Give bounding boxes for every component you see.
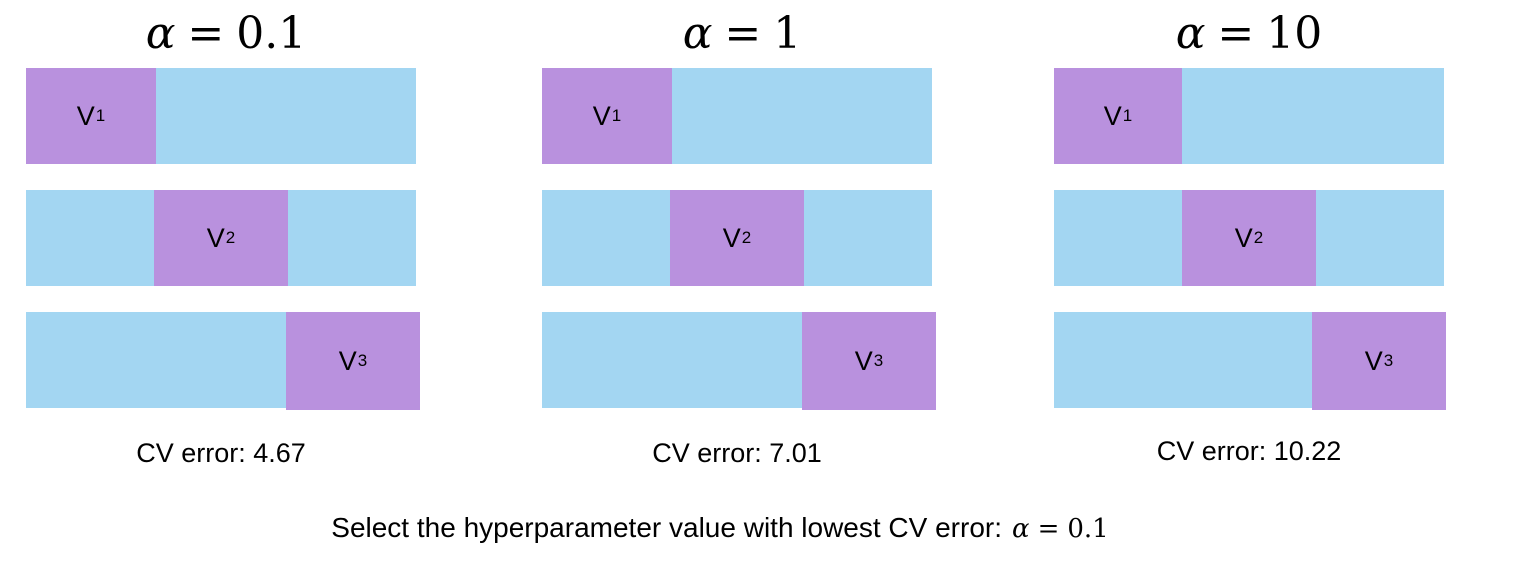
fold-label: V	[1234, 222, 1253, 253]
alpha-value: 1	[773, 8, 802, 59]
alpha-value: 0.1	[236, 8, 307, 59]
fold-label: V	[1103, 100, 1122, 131]
fold-subscript: 3	[873, 351, 884, 370]
equals-sign: =	[724, 8, 762, 59]
panel-title: α = 0.1	[26, 6, 426, 62]
alpha-symbol: α	[145, 8, 176, 59]
fold-subscript: 2	[225, 228, 236, 247]
cv-error-label: CV error: 7.01	[652, 438, 822, 468]
selection-summary: Select the hyperparameter value with low…	[0, 512, 1440, 544]
fold-label: V	[592, 100, 611, 131]
alpha-symbol: α	[1012, 514, 1030, 544]
fold-label: V	[206, 222, 225, 253]
panel-title: α = 10	[1054, 6, 1444, 62]
fold-label: V	[854, 345, 873, 376]
alpha-symbol: α	[1175, 8, 1206, 59]
fold-subscript: 3	[357, 351, 368, 370]
alpha-value: 10	[1266, 8, 1323, 59]
selected-alpha: α = 0.1	[1012, 514, 1109, 544]
fold-subscript: 1	[95, 106, 106, 125]
fold-label: V	[722, 222, 741, 253]
fold-label: V	[76, 100, 95, 131]
fold-subscript: 2	[1253, 228, 1264, 247]
alpha-value: 0.1	[1067, 514, 1109, 544]
fold-label: V	[338, 345, 357, 376]
selection-text: Select the hyperparameter value with low…	[331, 512, 1003, 543]
fold-subscript: 1	[611, 106, 622, 125]
fold-label: V	[1364, 345, 1383, 376]
cv-error-label: CV error: 4.67	[136, 438, 306, 468]
equals-sign: =	[1217, 8, 1255, 59]
fold-subscript: 3	[1383, 351, 1394, 370]
equals-sign: =	[187, 8, 225, 59]
cv-error-label: CV error: 10.22	[1156, 436, 1342, 466]
equals-sign: =	[1037, 514, 1060, 544]
fold-subscript: 2	[741, 228, 752, 247]
alpha-symbol: α	[682, 8, 713, 59]
panel-title: α = 1	[542, 6, 942, 62]
fold-subscript: 1	[1122, 106, 1133, 125]
